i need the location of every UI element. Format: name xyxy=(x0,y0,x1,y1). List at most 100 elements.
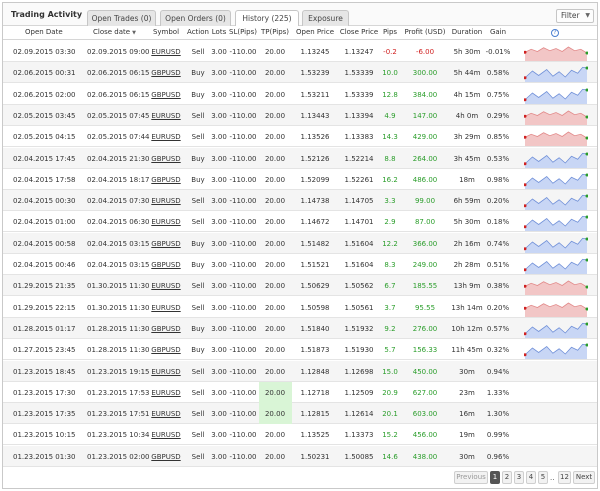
col-profit[interactable]: Profit (USD) xyxy=(404,28,446,36)
cell-symbol[interactable]: GBPUSD xyxy=(151,324,181,333)
cell-symbol[interactable]: EURUSD xyxy=(151,218,181,227)
table-row[interactable]: 01.23.2015 17:30 01.23.2015 17:53 EURUSD Se… xyxy=(3,381,597,403)
take-profit-highlight xyxy=(259,403,292,425)
tab-exposure[interactable]: Exposure xyxy=(302,10,349,26)
cell-action: Sell xyxy=(191,218,205,227)
cell-symbol[interactable]: EURUSD xyxy=(151,111,181,120)
col-symbol[interactable]: Symbol xyxy=(152,28,180,36)
table-row[interactable]: 02.04.2015 01:00 02.04.2015 06:30 EURUSD Se… xyxy=(3,211,597,233)
col-close-date[interactable]: Close date ▼ xyxy=(93,28,136,36)
page-1-button[interactable]: 1 xyxy=(490,471,500,484)
cell-symbol[interactable]: EURUSD xyxy=(151,367,181,376)
cell-duration: 3h 29m xyxy=(453,133,481,142)
cell-pips: 16.2 xyxy=(382,175,398,184)
cell-symbol[interactable]: EURUSD xyxy=(151,431,181,440)
col-pips[interactable]: Pips xyxy=(382,28,398,36)
cell-gain: 0.38% xyxy=(486,282,510,291)
col-tp[interactable]: TP(Pips) xyxy=(260,28,290,36)
pagination-ellipsis: .. xyxy=(550,474,555,482)
cell-gain: 0.20% xyxy=(486,303,510,312)
cell-symbol[interactable]: EURUSD xyxy=(151,303,181,312)
cell-symbol[interactable]: EURUSD xyxy=(151,282,181,291)
tab-open-orders[interactable]: Open Orders (0) xyxy=(160,10,231,26)
table-row[interactable]: 01.29.2015 22:15 01.30.2015 11:30 EURUSD Se… xyxy=(3,297,597,318)
col-open-date[interactable]: Open Date xyxy=(25,28,63,36)
table-row[interactable]: 02.04.2015 00:58 02.04.2015 03:15 GBPUSD Bu… xyxy=(3,232,597,254)
page-5-button[interactable]: 5 xyxy=(538,471,548,484)
page-4-button[interactable]: 4 xyxy=(526,471,536,484)
cell-symbol[interactable]: GBPUSD xyxy=(151,90,181,99)
table-row[interactable]: 02.06.2015 00:31 02.06.2015 06:15 GBPUSD Bu… xyxy=(3,62,597,84)
col-close-price[interactable]: Close Price xyxy=(339,28,379,36)
page-12-button[interactable]: 12 xyxy=(558,471,571,484)
cell-close-price: 1.13247 xyxy=(344,48,374,56)
question-icon[interactable]: ? xyxy=(551,29,559,37)
cell-symbol[interactable]: GBPUSD xyxy=(151,154,181,163)
col-open-price[interactable]: Open Price xyxy=(296,28,334,36)
table-row[interactable]: 01.23.2015 10:15 01.23.2015 10:34 EURUSD Se… xyxy=(3,424,597,446)
page-3-button[interactable]: 3 xyxy=(514,471,524,484)
cell-duration: 5h 30m xyxy=(453,48,481,56)
cell-close-price: 1.52214 xyxy=(344,154,374,163)
table-row[interactable]: 01.23.2015 17:35 01.23.2015 17:51 EURUSD Se… xyxy=(3,403,597,425)
cell-close-price: 1.51604 xyxy=(344,261,374,269)
cell-action: Buy xyxy=(191,346,205,355)
cell-symbol[interactable]: GBPUSD xyxy=(151,175,181,184)
sparkline-line xyxy=(524,88,588,100)
cell-symbol[interactable]: EURUSD xyxy=(151,410,181,419)
table-row[interactable]: 02.06.2015 02:00 02.06.2015 06:15 GBPUSD Bu… xyxy=(3,84,597,105)
cell-open-date: 02.04.2015 00:46 xyxy=(13,261,76,269)
cell-symbol[interactable]: GBPUSD xyxy=(151,69,181,78)
sparkline-open-marker xyxy=(524,114,527,118)
trade-sparkline xyxy=(524,258,588,274)
cell-close-date: 01.23.2015 17:53 xyxy=(87,388,150,397)
cell-symbol[interactable]: EURUSD xyxy=(151,48,181,56)
cell-symbol[interactable]: GBPUSD xyxy=(151,452,181,461)
table-row[interactable]: 01.29.2015 21:35 01.30.2015 11:30 EURUSD Se… xyxy=(3,275,597,297)
cell-symbol[interactable]: EURUSD xyxy=(151,197,181,206)
table-row[interactable]: 01.23.2015 01:30 01.23.2015 02:00 GBPUSD Se… xyxy=(3,445,597,467)
col-sl[interactable]: SL(Pips) xyxy=(229,28,257,36)
chevron-down-icon: ▼ xyxy=(585,12,590,19)
tab-history[interactable]: History (225) xyxy=(235,10,299,27)
cell-close-price: 1.51932 xyxy=(344,324,374,333)
table-row[interactable]: 02.04.2015 00:30 02.04.2015 07:30 EURUSD Se… xyxy=(3,190,597,212)
cell-action: Buy xyxy=(191,154,205,163)
cell-take-profit: 20.00 xyxy=(264,69,286,78)
table-row[interactable]: 02.05.2015 04:15 02.05.2015 07:44 EURUSD Se… xyxy=(3,126,597,148)
sparkline-open-marker xyxy=(524,225,527,229)
col-action[interactable]: Action xyxy=(187,28,209,36)
filter-dropdown[interactable]: Filter ▼ xyxy=(556,9,594,23)
sparkline-open-marker xyxy=(524,246,527,250)
table-row[interactable]: 01.27.2015 23:45 01.28.2015 11:30 GBPUSD Bu… xyxy=(3,339,597,361)
pagination-next-button[interactable]: Next xyxy=(573,471,595,484)
sparkline-close-marker xyxy=(585,194,588,198)
cell-duration: 23m xyxy=(459,388,475,397)
table-row[interactable]: 02.05.2015 03:45 02.05.2015 07:45 EURUSD Se… xyxy=(3,104,597,126)
table-row[interactable]: 02.04.2015 00:46 02.04.2015 03:15 GBPUSD Bu… xyxy=(3,254,597,275)
col-gain[interactable]: Gain xyxy=(489,28,507,36)
cell-lots: 3.00 xyxy=(211,261,227,269)
pagination-previous-button[interactable]: Previous xyxy=(454,471,488,484)
table-row[interactable]: 02.04.2015 17:58 02.04.2015 18:17 GBPUSD Bu… xyxy=(3,169,597,190)
cell-pips: 14.6 xyxy=(382,452,398,461)
cell-take-profit: 20.00 xyxy=(264,218,286,227)
cell-symbol[interactable]: EURUSD xyxy=(151,388,181,397)
tab-open-trades[interactable]: Open Trades (0) xyxy=(87,10,156,26)
cell-close-price: 1.51930 xyxy=(344,346,374,355)
cell-symbol[interactable]: GBPUSD xyxy=(151,261,181,269)
table-row[interactable]: 02.09.2015 03:30 02.09.2015 09:00 EURUSD Se… xyxy=(3,41,597,62)
cell-symbol[interactable]: GBPUSD xyxy=(151,239,181,248)
cell-symbol[interactable]: GBPUSD xyxy=(151,346,181,355)
table-row[interactable]: 02.04.2015 17:45 02.04.2015 21:30 GBPUSD Bu… xyxy=(3,147,597,169)
col-lots[interactable]: Lots xyxy=(211,28,227,36)
table-row[interactable]: 01.23.2015 18:45 01.23.2015 19:15 EURUSD Se… xyxy=(3,360,597,382)
cell-symbol[interactable]: EURUSD xyxy=(151,133,181,142)
col-duration[interactable]: Duration xyxy=(451,28,483,36)
table-row[interactable]: 01.28.2015 01:17 01.28.2015 11:30 GBPUSD Bu… xyxy=(3,317,597,339)
cell-open-date: 02.06.2015 00:31 xyxy=(13,69,76,78)
cell-profit: -6.00 xyxy=(415,48,435,56)
page-2-button[interactable]: 2 xyxy=(502,471,512,484)
cell-open-date: 01.23.2015 17:30 xyxy=(13,388,76,397)
cell-profit: 264.00 xyxy=(412,154,438,163)
